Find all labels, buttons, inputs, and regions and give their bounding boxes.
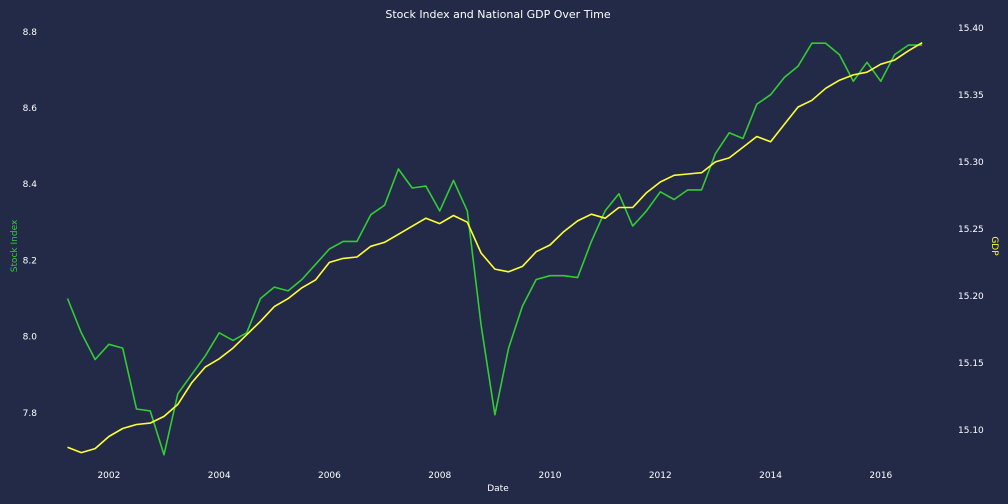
x-tick-label: 2012 xyxy=(649,471,672,481)
y-left-tick-label: 8.2 xyxy=(23,256,37,266)
stock-index-line xyxy=(66,42,923,456)
gdp-line xyxy=(67,42,923,454)
y-axis-label-right: GDP xyxy=(989,236,999,256)
x-tick-label: 2002 xyxy=(97,471,120,481)
x-tick-label: 2004 xyxy=(208,471,231,481)
y-right-tick-label: 15.20 xyxy=(958,292,984,302)
y-left-tick-label: 8.0 xyxy=(23,333,38,343)
y-axis-label-left: Stock Index xyxy=(10,219,20,272)
y-right-tick-label: 15.15 xyxy=(958,359,984,369)
x-tick-label: 2008 xyxy=(428,471,451,481)
x-axis-label: Date xyxy=(487,484,509,494)
x-axis-ticks: 2002 2004 2006 2008 2010 2012 2014 2016 xyxy=(97,471,892,481)
y-right-tick-label: 15.35 xyxy=(958,91,984,101)
y-left-tick-label: 8.8 xyxy=(23,28,38,38)
y-axis-ticks-left: 7.8 8.0 8.2 8.4 8.6 8.8 xyxy=(23,28,38,419)
x-tick-label: 2006 xyxy=(318,471,341,481)
x-tick-label: 2014 xyxy=(759,471,782,481)
y-left-tick-label: 7.8 xyxy=(23,409,38,419)
chart-title: Stock Index and National GDP Over Time xyxy=(385,8,610,21)
y-axis-ticks-right: 15.10 15.15 15.20 15.25 15.30 15.35 15.40 xyxy=(958,24,984,436)
x-tick-label: 2010 xyxy=(539,471,562,481)
y-left-tick-label: 8.6 xyxy=(23,104,38,114)
series-layer xyxy=(66,42,923,456)
x-tick-label: 2016 xyxy=(869,471,892,481)
y-right-tick-label: 15.30 xyxy=(958,158,984,168)
y-right-tick-label: 15.25 xyxy=(958,225,984,235)
y-right-tick-label: 15.10 xyxy=(958,426,984,436)
y-right-tick-label: 15.40 xyxy=(958,24,984,34)
y-left-tick-label: 8.4 xyxy=(23,180,38,190)
